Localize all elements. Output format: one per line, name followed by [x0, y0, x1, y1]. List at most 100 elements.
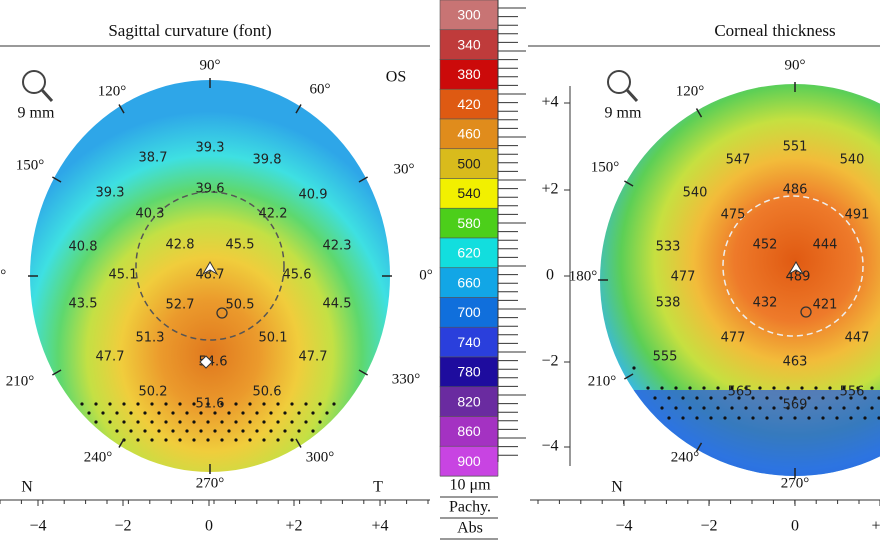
thickness-reading: 540 [840, 153, 865, 168]
curvature-reading: 47.7 [96, 350, 125, 365]
angle-tick [295, 438, 302, 448]
mask-dot [716, 406, 720, 410]
mask-dot [723, 396, 727, 400]
scale-swatch [439, 148, 499, 179]
x-tick-label: 0 [205, 518, 213, 535]
scale-label: 460 [457, 126, 481, 142]
mask-dot [297, 411, 301, 415]
magnifier-lens[interactable] [607, 70, 631, 94]
mask-dot [206, 420, 210, 424]
curvature-reading: 42.8 [166, 238, 195, 253]
mask-dot [695, 416, 699, 420]
scale-mode: Pachy. [449, 499, 491, 516]
curvature-reading: 50.5 [226, 298, 255, 313]
thickness-map [600, 84, 880, 476]
thickness-reading: 452 [753, 238, 778, 253]
curvature-reading: 45.1 [109, 268, 138, 283]
scale-swatch [439, 237, 499, 269]
mask-dot [248, 420, 252, 424]
angle-tick [358, 176, 368, 183]
angle-label: 270° [196, 475, 225, 491]
angle-label: 270° [781, 475, 810, 491]
mask-dot [220, 420, 224, 424]
magnifier-handle[interactable] [40, 88, 54, 103]
angle-label: 240° [84, 449, 113, 465]
scale-label: 740 [457, 334, 481, 350]
pupil-circle [722, 195, 864, 337]
scale-unit: 10 μm [449, 477, 491, 494]
magnifier[interactable] [607, 70, 639, 103]
mask-dot [87, 411, 91, 415]
thickness-reading: 533 [656, 240, 681, 255]
curvature-reading: 43.5 [69, 297, 98, 312]
magnifier[interactable] [22, 70, 54, 103]
mask-dot [870, 386, 874, 390]
curvature-reading: 52.7 [166, 298, 195, 313]
mask-dot [129, 411, 133, 415]
mask-dot [94, 402, 98, 406]
mask-dot [178, 402, 182, 406]
angle-label: 180° [569, 268, 598, 284]
mask-dot [115, 429, 119, 433]
mask-dot [814, 406, 818, 410]
thickness-reading: 555 [653, 350, 678, 365]
mask-dot [730, 386, 734, 390]
thickness-reading: 477 [671, 270, 696, 285]
thickness-reading: 489 [786, 270, 811, 285]
right-panel: Corneal thickness 9 mm N [528, 21, 880, 501]
mask-dot [227, 411, 231, 415]
nasal-label: N [611, 479, 623, 496]
mask-dot [842, 386, 846, 390]
mask-dot [171, 429, 175, 433]
apex-marker [199, 355, 213, 369]
mask-dot [311, 411, 315, 415]
mask-dot [276, 438, 280, 442]
mask-dot [786, 406, 790, 410]
magnifier-lens[interactable] [22, 70, 46, 94]
scale-label: 700 [457, 304, 481, 320]
thickness-reading: 477 [721, 331, 746, 346]
thickness-reading: 486 [783, 183, 808, 198]
curvature-reading: 40.8 [69, 240, 98, 255]
mask-dot [269, 429, 273, 433]
mask-dot [702, 386, 706, 390]
magnifier-handle[interactable] [625, 88, 639, 103]
mask-dot [255, 429, 259, 433]
scale-label: 900 [457, 453, 481, 469]
scale-label: 420 [457, 96, 481, 112]
mask-dot [157, 411, 161, 415]
mask-dot [709, 396, 713, 400]
mask-dot [108, 402, 112, 406]
mask-dot [653, 396, 657, 400]
angle-label: 60° [310, 81, 331, 97]
mask-dot [157, 429, 161, 433]
y-tick-label: 0 [546, 267, 554, 284]
thickness-reading: 538 [656, 296, 681, 311]
thickness-reading: 540 [683, 186, 708, 201]
mask-dot [842, 406, 846, 410]
mask-dot [115, 411, 119, 415]
mask-dot [108, 420, 112, 424]
scale-swatch [439, 88, 499, 120]
mask-dot [765, 416, 769, 420]
mask-dot [849, 416, 853, 420]
thickness-reading: 551 [783, 140, 808, 155]
mask-dot [856, 386, 860, 390]
angle-label: 30° [394, 161, 415, 177]
mask-dot [192, 402, 196, 406]
mask-dot [276, 420, 280, 424]
pupil-center [216, 307, 228, 319]
x-tick-label: +2 [285, 518, 302, 535]
mask-dot [688, 386, 692, 390]
curvature-reading: 38.7 [139, 151, 168, 166]
curvature-reading: 44.5 [323, 297, 352, 312]
mask-dot [80, 402, 84, 406]
x-tick-label: +2 [871, 518, 880, 535]
mask-dot [262, 420, 266, 424]
curvature-reading: 51.6 [196, 397, 225, 412]
mask-dot [681, 396, 685, 400]
mask-dot [758, 386, 762, 390]
mask-dot [150, 438, 154, 442]
size-label: 9 mm [605, 105, 642, 122]
